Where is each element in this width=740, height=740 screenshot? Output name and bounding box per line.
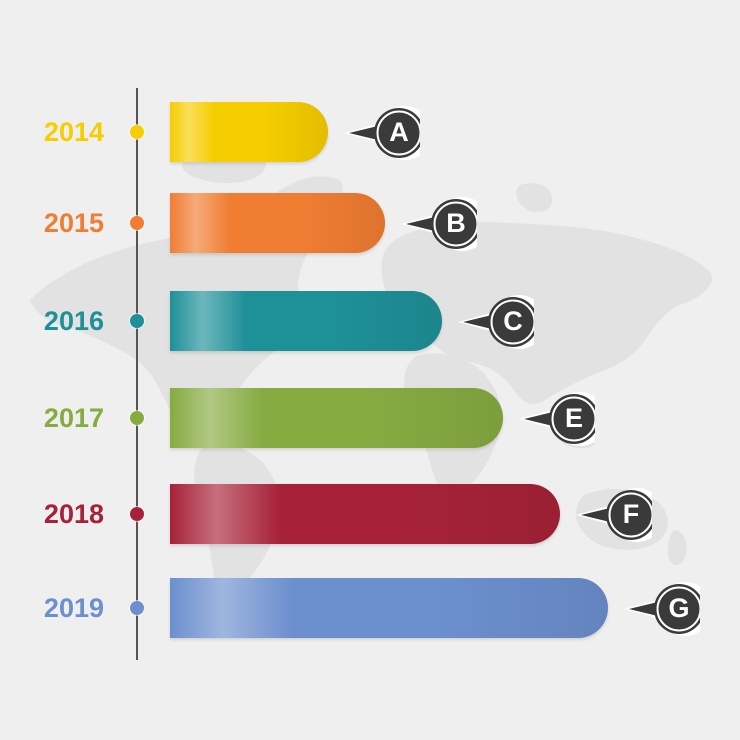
letter-marker: A (340, 98, 420, 166)
marker-letter: A (389, 117, 409, 147)
timeline-dot (130, 601, 144, 615)
pin-shape-icon (624, 582, 700, 636)
letter-marker: B (397, 189, 477, 257)
letter-marker: G (620, 574, 700, 642)
year-label: 2014 (43, 117, 104, 147)
year-label: 2016 (43, 306, 104, 336)
marker-letter: B (446, 208, 466, 238)
letter-marker: E (515, 384, 595, 452)
timeline-row-2014: 2014 A (0, 102, 740, 162)
year-label: 2015 (43, 208, 104, 238)
timeline-dot (130, 125, 144, 139)
year-label: 2017 (43, 403, 104, 433)
marker-letter: C (503, 306, 523, 336)
timeline-row-2017: 2017 E (0, 388, 740, 448)
progress-bar (170, 291, 442, 351)
pin-shape-icon (576, 488, 652, 542)
timeline-dot (130, 507, 144, 521)
progress-bar (170, 102, 328, 162)
letter-marker: C (454, 287, 534, 355)
pin-shape-icon (401, 197, 477, 251)
progress-bar (170, 484, 560, 544)
year-label: 2019 (43, 593, 104, 623)
timeline-row-2015: 2015 B (0, 193, 740, 253)
marker-letter: F (622, 499, 640, 529)
pin-shape-icon (344, 106, 420, 160)
letter-marker: F (572, 480, 652, 548)
marker-letter: G (668, 593, 690, 623)
timeline-dot (130, 411, 144, 425)
progress-bar (170, 388, 503, 448)
timeline-dot (130, 216, 144, 230)
marker-letter: E (564, 403, 583, 433)
timeline-row-2018: 2018 F (0, 484, 740, 544)
pin-shape-icon (519, 392, 595, 446)
timeline-row-2016: 2016 C (0, 291, 740, 351)
timeline-axis (136, 88, 138, 660)
pin-shape-icon (458, 295, 534, 349)
timeline-row-2019: 2019 G (0, 578, 740, 638)
timeline-dot (130, 314, 144, 328)
year-label: 2018 (43, 499, 104, 529)
progress-bar (170, 578, 608, 638)
progress-bar (170, 193, 385, 253)
